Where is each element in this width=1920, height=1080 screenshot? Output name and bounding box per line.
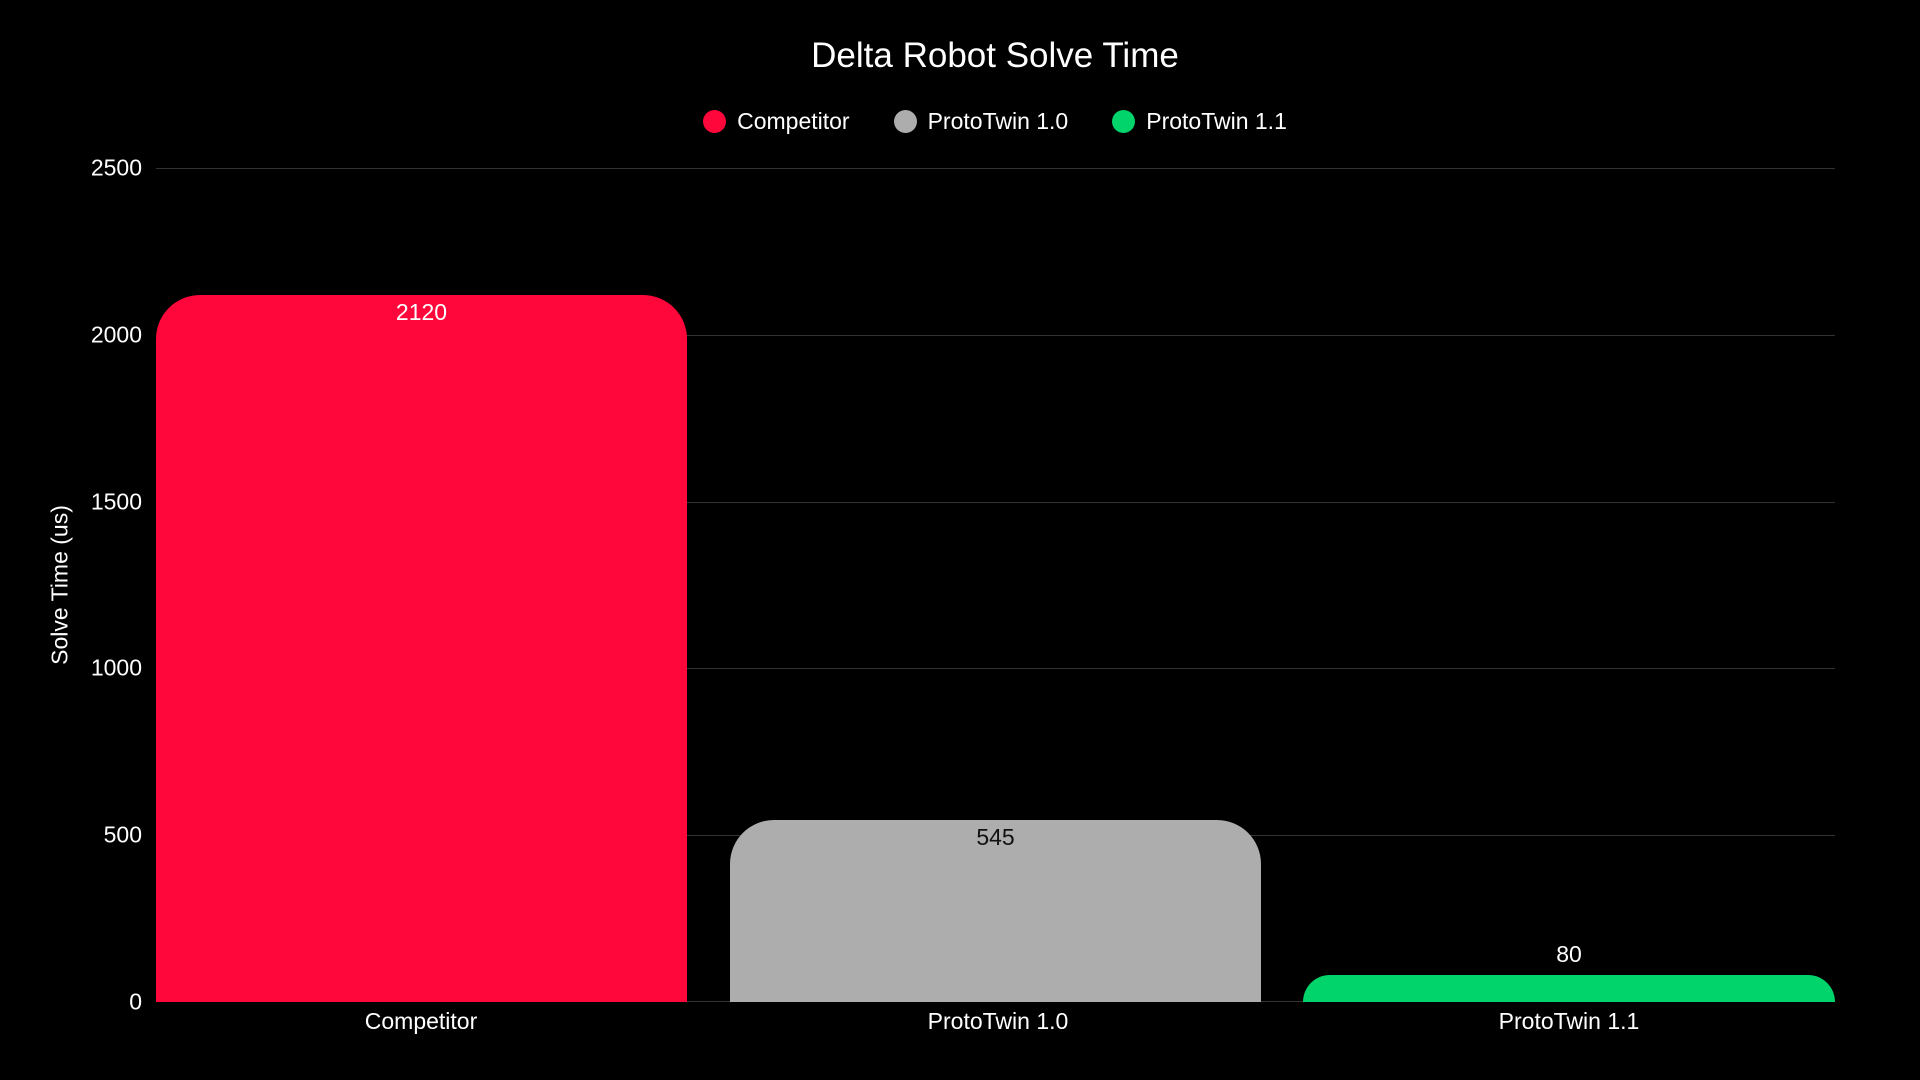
- legend-label: Competitor: [737, 108, 850, 134]
- legend-label: ProtoTwin 1.1: [1146, 108, 1287, 134]
- bar-prototwin-1-1[interactable]: 80: [1303, 941, 1835, 1002]
- legend-dot-icon: [893, 110, 917, 133]
- bar-prototwin-1-0[interactable]: 545: [730, 820, 1261, 1002]
- gridline: [156, 335, 1835, 336]
- y-tick: 1500: [90, 488, 142, 515]
- bar-value-label: 80: [1556, 941, 1582, 967]
- legend-dot-icon: [703, 110, 727, 133]
- legend-item-competitor[interactable]: Competitor: [703, 108, 850, 135]
- x-tick: ProtoTwin 1.1: [1498, 1008, 1640, 1034]
- y-axis-label: Solve Time (us): [46, 505, 73, 665]
- y-tick: 500: [103, 821, 142, 848]
- gridline: [156, 502, 1835, 503]
- plot-area: 2120 545 80: [156, 168, 1835, 1002]
- gridline: [156, 668, 1835, 669]
- y-tick: 1000: [90, 654, 142, 681]
- bar-competitor[interactable]: 2120: [156, 295, 687, 1002]
- chart-title: Delta Robot Solve Time: [811, 36, 1179, 75]
- bar-value-label: 545: [976, 824, 1015, 850]
- x-tick: ProtoTwin 1.0: [927, 1008, 1069, 1034]
- y-tick: 2500: [90, 154, 142, 181]
- gridline: [156, 168, 1835, 169]
- bar-value-label: 2120: [395, 299, 448, 325]
- legend-item-prototwin-1-0[interactable]: ProtoTwin 1.0: [893, 108, 1069, 135]
- legend-item-prototwin-1-1[interactable]: ProtoTwin 1.1: [1112, 108, 1287, 135]
- x-tick: Competitor: [364, 1008, 478, 1034]
- legend-dot-icon: [1112, 110, 1136, 133]
- y-tick: 2000: [90, 321, 142, 348]
- legend: Competitor ProtoTwin 1.0 ProtoTwin 1.1: [0, 108, 1920, 135]
- legend-label: ProtoTwin 1.0: [927, 108, 1069, 134]
- y-tick: 0: [129, 988, 142, 1015]
